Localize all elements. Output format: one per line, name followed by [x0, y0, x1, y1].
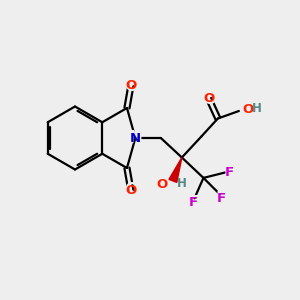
- Text: O: O: [153, 176, 167, 194]
- Text: N: N: [130, 131, 141, 145]
- Text: F: F: [187, 194, 199, 212]
- Text: F: F: [224, 164, 235, 181]
- Text: F: F: [225, 166, 234, 179]
- Text: O: O: [125, 79, 136, 92]
- Text: H: H: [252, 101, 262, 115]
- Text: H: H: [176, 177, 186, 190]
- Text: O: O: [124, 181, 138, 199]
- Text: O: O: [243, 103, 254, 116]
- Text: O: O: [124, 77, 138, 95]
- Text: F: F: [216, 190, 227, 208]
- Text: F: F: [188, 196, 197, 209]
- Polygon shape: [169, 158, 182, 182]
- Text: N: N: [128, 129, 142, 147]
- Text: O: O: [243, 100, 257, 118]
- Text: O: O: [202, 90, 216, 108]
- Text: O: O: [156, 178, 167, 191]
- Text: O: O: [125, 184, 136, 197]
- Text: F: F: [217, 192, 226, 206]
- Text: O: O: [203, 92, 214, 106]
